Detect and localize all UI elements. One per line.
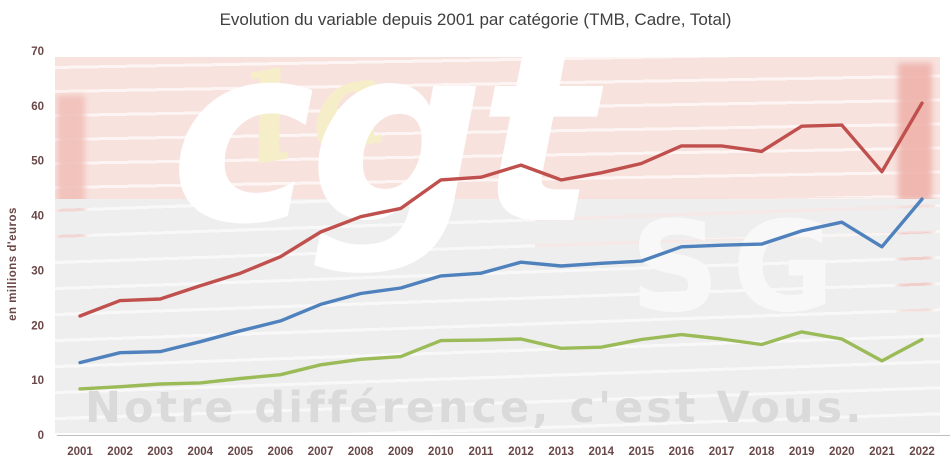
y-tick-label: 70 xyxy=(31,46,44,58)
x-tick-label: 2016 xyxy=(669,446,695,458)
y-tick-label: 10 xyxy=(31,375,44,387)
x-tick-label: 2006 xyxy=(268,446,294,458)
x-tick-label: 2001 xyxy=(67,446,93,458)
x-tick-label: 2009 xyxy=(388,446,414,458)
x-tick-label: 2011 xyxy=(468,446,494,458)
x-tick-label: 2010 xyxy=(428,446,454,458)
x-tick-label: 2017 xyxy=(709,446,735,458)
x-tick-label: 2019 xyxy=(789,446,815,458)
y-tick-label: 30 xyxy=(31,265,44,277)
x-tick-label: 2021 xyxy=(869,446,895,458)
watermark-pink-band xyxy=(55,57,940,199)
x-tick-label: 2002 xyxy=(107,446,133,458)
y-tick-label: 50 xyxy=(31,156,44,168)
x-tick-label: 2004 xyxy=(187,446,213,458)
x-tick-label: 2022 xyxy=(909,446,935,458)
y-tick-label: 0 xyxy=(38,430,44,442)
watermark-slogan: Notre différence, c'est Vous. xyxy=(85,383,865,433)
watermark-sg-text: SG xyxy=(630,195,847,340)
y-tick-label: 40 xyxy=(31,211,44,223)
watermark-gray-band xyxy=(55,199,940,433)
x-tick-label: 2008 xyxy=(348,446,374,458)
x-tick-label: 2007 xyxy=(308,446,334,458)
chart-title: Evolution du variable depuis 2001 par ca… xyxy=(219,10,732,29)
series-line-cadre xyxy=(78,330,924,391)
x-tick-label: 2012 xyxy=(508,446,534,458)
y-tick-label: 60 xyxy=(31,101,44,113)
x-tick-label: 2018 xyxy=(749,446,775,458)
x-tick-label: 2003 xyxy=(147,446,173,458)
series-line-tmb xyxy=(78,197,924,365)
x-tick-label: 2015 xyxy=(629,446,655,458)
x-tick-label: 2020 xyxy=(829,446,855,458)
x-tick-label: 2014 xyxy=(588,446,614,458)
y-tick-label: 20 xyxy=(31,320,44,332)
x-tick-label: 2005 xyxy=(228,446,254,458)
x-tick-label: 2013 xyxy=(548,446,574,458)
series-line-total xyxy=(78,101,924,318)
y-axis-title: en millions d'euros xyxy=(7,207,19,321)
